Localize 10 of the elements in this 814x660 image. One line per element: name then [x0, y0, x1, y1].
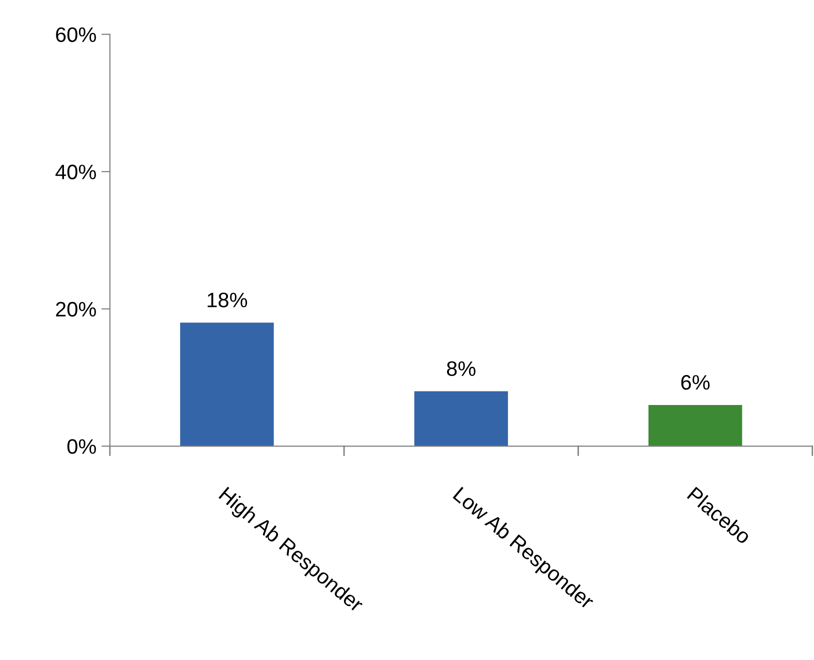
data-label: 8% [446, 361, 476, 376]
bar [180, 322, 274, 446]
y-tick-label: 40% [55, 164, 96, 180]
y-tick-label: 60% [56, 27, 96, 42]
y-tick-label: 0% [67, 439, 96, 454]
bar [648, 404, 742, 446]
data-label: 18% [208, 292, 248, 308]
bar [414, 391, 508, 446]
y-tick-label: 20% [56, 302, 96, 317]
data-label: 6% [681, 374, 710, 390]
